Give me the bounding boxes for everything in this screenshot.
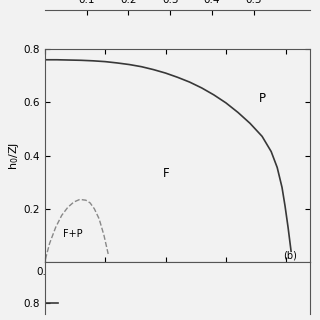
Text: F: F [163,167,169,180]
Y-axis label: h$_0$/ZJ: h$_0$/ZJ [7,141,21,170]
X-axis label: T/ZJ: T/ZJ [167,280,188,290]
Text: (b): (b) [283,251,297,261]
Text: F+P: F+P [63,229,83,239]
Text: P: P [259,92,266,105]
